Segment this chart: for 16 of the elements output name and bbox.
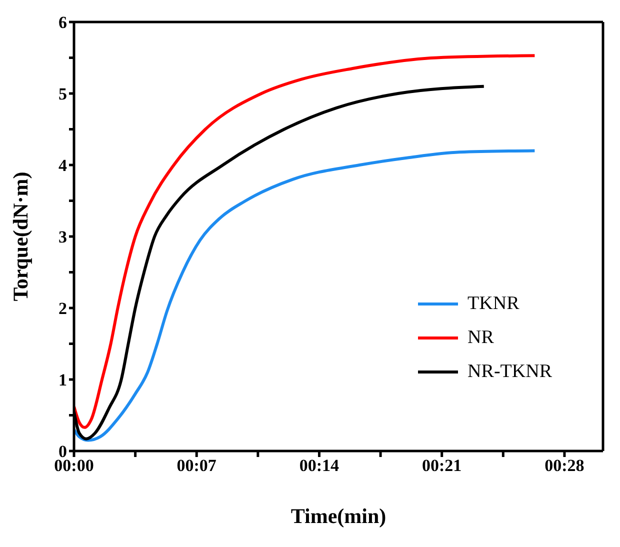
y-tick-label: 4 — [58, 156, 68, 176]
y-tick-label: 1 — [58, 370, 67, 390]
y-axis-title: Torque(dN·m) — [8, 172, 32, 302]
x-tick-label: 00:28 — [544, 456, 584, 476]
y-tick-label: 5 — [58, 84, 67, 104]
x-tick-label: 00:14 — [299, 456, 340, 476]
x-tick-label: 00:00 — [54, 456, 94, 476]
legend-label: NR-TKNR — [468, 361, 552, 383]
y-tick-label: 3 — [58, 228, 67, 247]
legend-label: TKNR — [468, 293, 520, 315]
legend-label: NR — [468, 327, 494, 349]
x-tick-label: 00:07 — [176, 456, 217, 476]
x-tick-label: 00:21 — [422, 456, 462, 476]
x-axis-title: Time(min) — [290, 504, 386, 528]
y-tick-label: 2 — [58, 299, 67, 318]
y-tick-label: 6 — [58, 13, 67, 32]
